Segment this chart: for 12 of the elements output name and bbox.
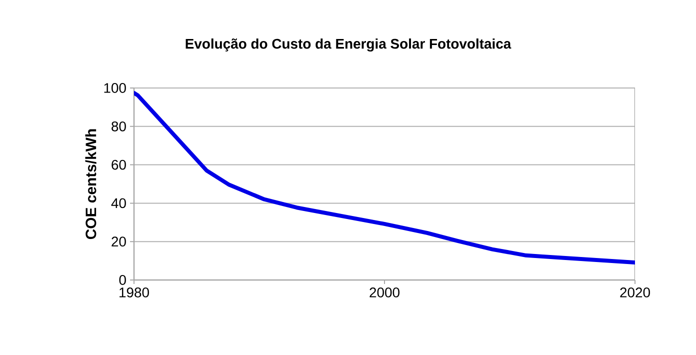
line-series [134,90,636,265]
x-tick-label: 1980 [120,288,149,298]
y-tick-label: 80 [112,121,126,132]
chart-title: Evolução do Custo da Energia Solar Fotovoltaica [186,38,512,52]
y-tick-label: 0 [119,275,126,285]
x-tick-label: 2020 [620,288,650,298]
y-tick-label: 60 [112,160,126,170]
y-tick-label: 40 [111,198,126,208]
y-axis-title: COE cents/kWh [85,129,96,240]
y-tick-label: 100 [104,83,126,93]
y-tick-label: 20 [112,236,126,247]
x-tick-label: 2000 [370,288,400,298]
